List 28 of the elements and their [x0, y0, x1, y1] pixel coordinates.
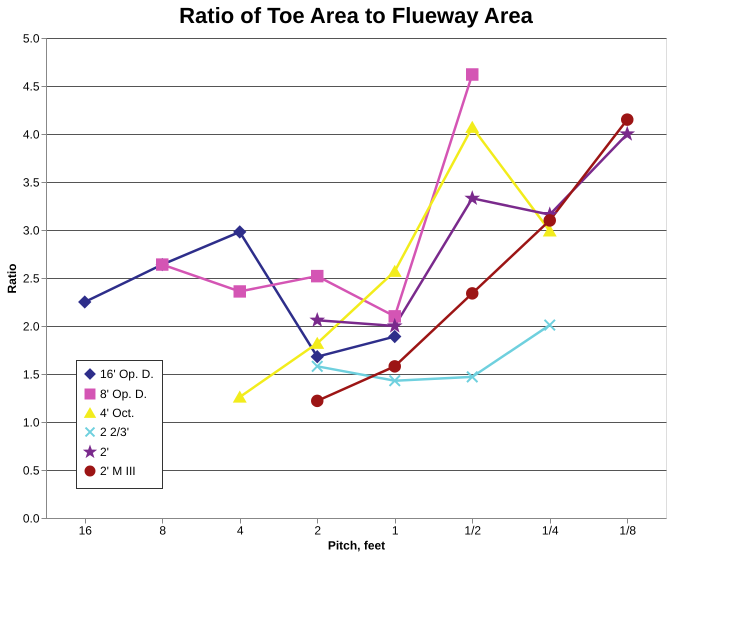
legend-label: 4' Oct.: [100, 406, 134, 420]
y-tick-label: 4.5: [22, 80, 40, 94]
y-tick-label: 2.0: [22, 320, 40, 334]
y-tick-label: 5.0: [22, 32, 40, 46]
y-tick-label: 3.0: [22, 224, 40, 238]
x-tick-label: 1/2: [464, 524, 482, 538]
x-axis-title: Pitch, feet: [328, 538, 386, 552]
x-tick-label: 1/4: [542, 524, 559, 538]
chart-title: Ratio of Toe Area to Flueway Area: [179, 3, 534, 28]
x-tick-label: 8: [159, 524, 166, 538]
legend-label: 16' Op. D.: [100, 367, 154, 381]
y-tick-label: 0.5: [22, 464, 40, 478]
legend-label: 2 2/3': [100, 425, 129, 439]
x-tick-label: 4: [236, 524, 244, 538]
x-tick-label: 2: [314, 524, 322, 538]
y-tick-label: 1.0: [22, 416, 40, 430]
x-tick-label: 1: [392, 524, 399, 538]
y-tick-label: 4.0: [22, 128, 40, 142]
x-tick-label: 16: [78, 524, 92, 538]
legend-label: 2' M III: [100, 464, 136, 478]
legend-label: 8' Op. D.: [100, 387, 147, 401]
y-tick-label: 3.5: [22, 176, 40, 190]
y-tick-label: 1.5: [22, 368, 40, 382]
y-tick-label: 2.5: [22, 272, 40, 286]
x-tick-label: 1/8: [619, 524, 636, 538]
y-tick-label: 0.0: [22, 512, 40, 526]
legend-label: 2': [100, 445, 109, 459]
y-axis-title: Ratio: [4, 264, 19, 294]
